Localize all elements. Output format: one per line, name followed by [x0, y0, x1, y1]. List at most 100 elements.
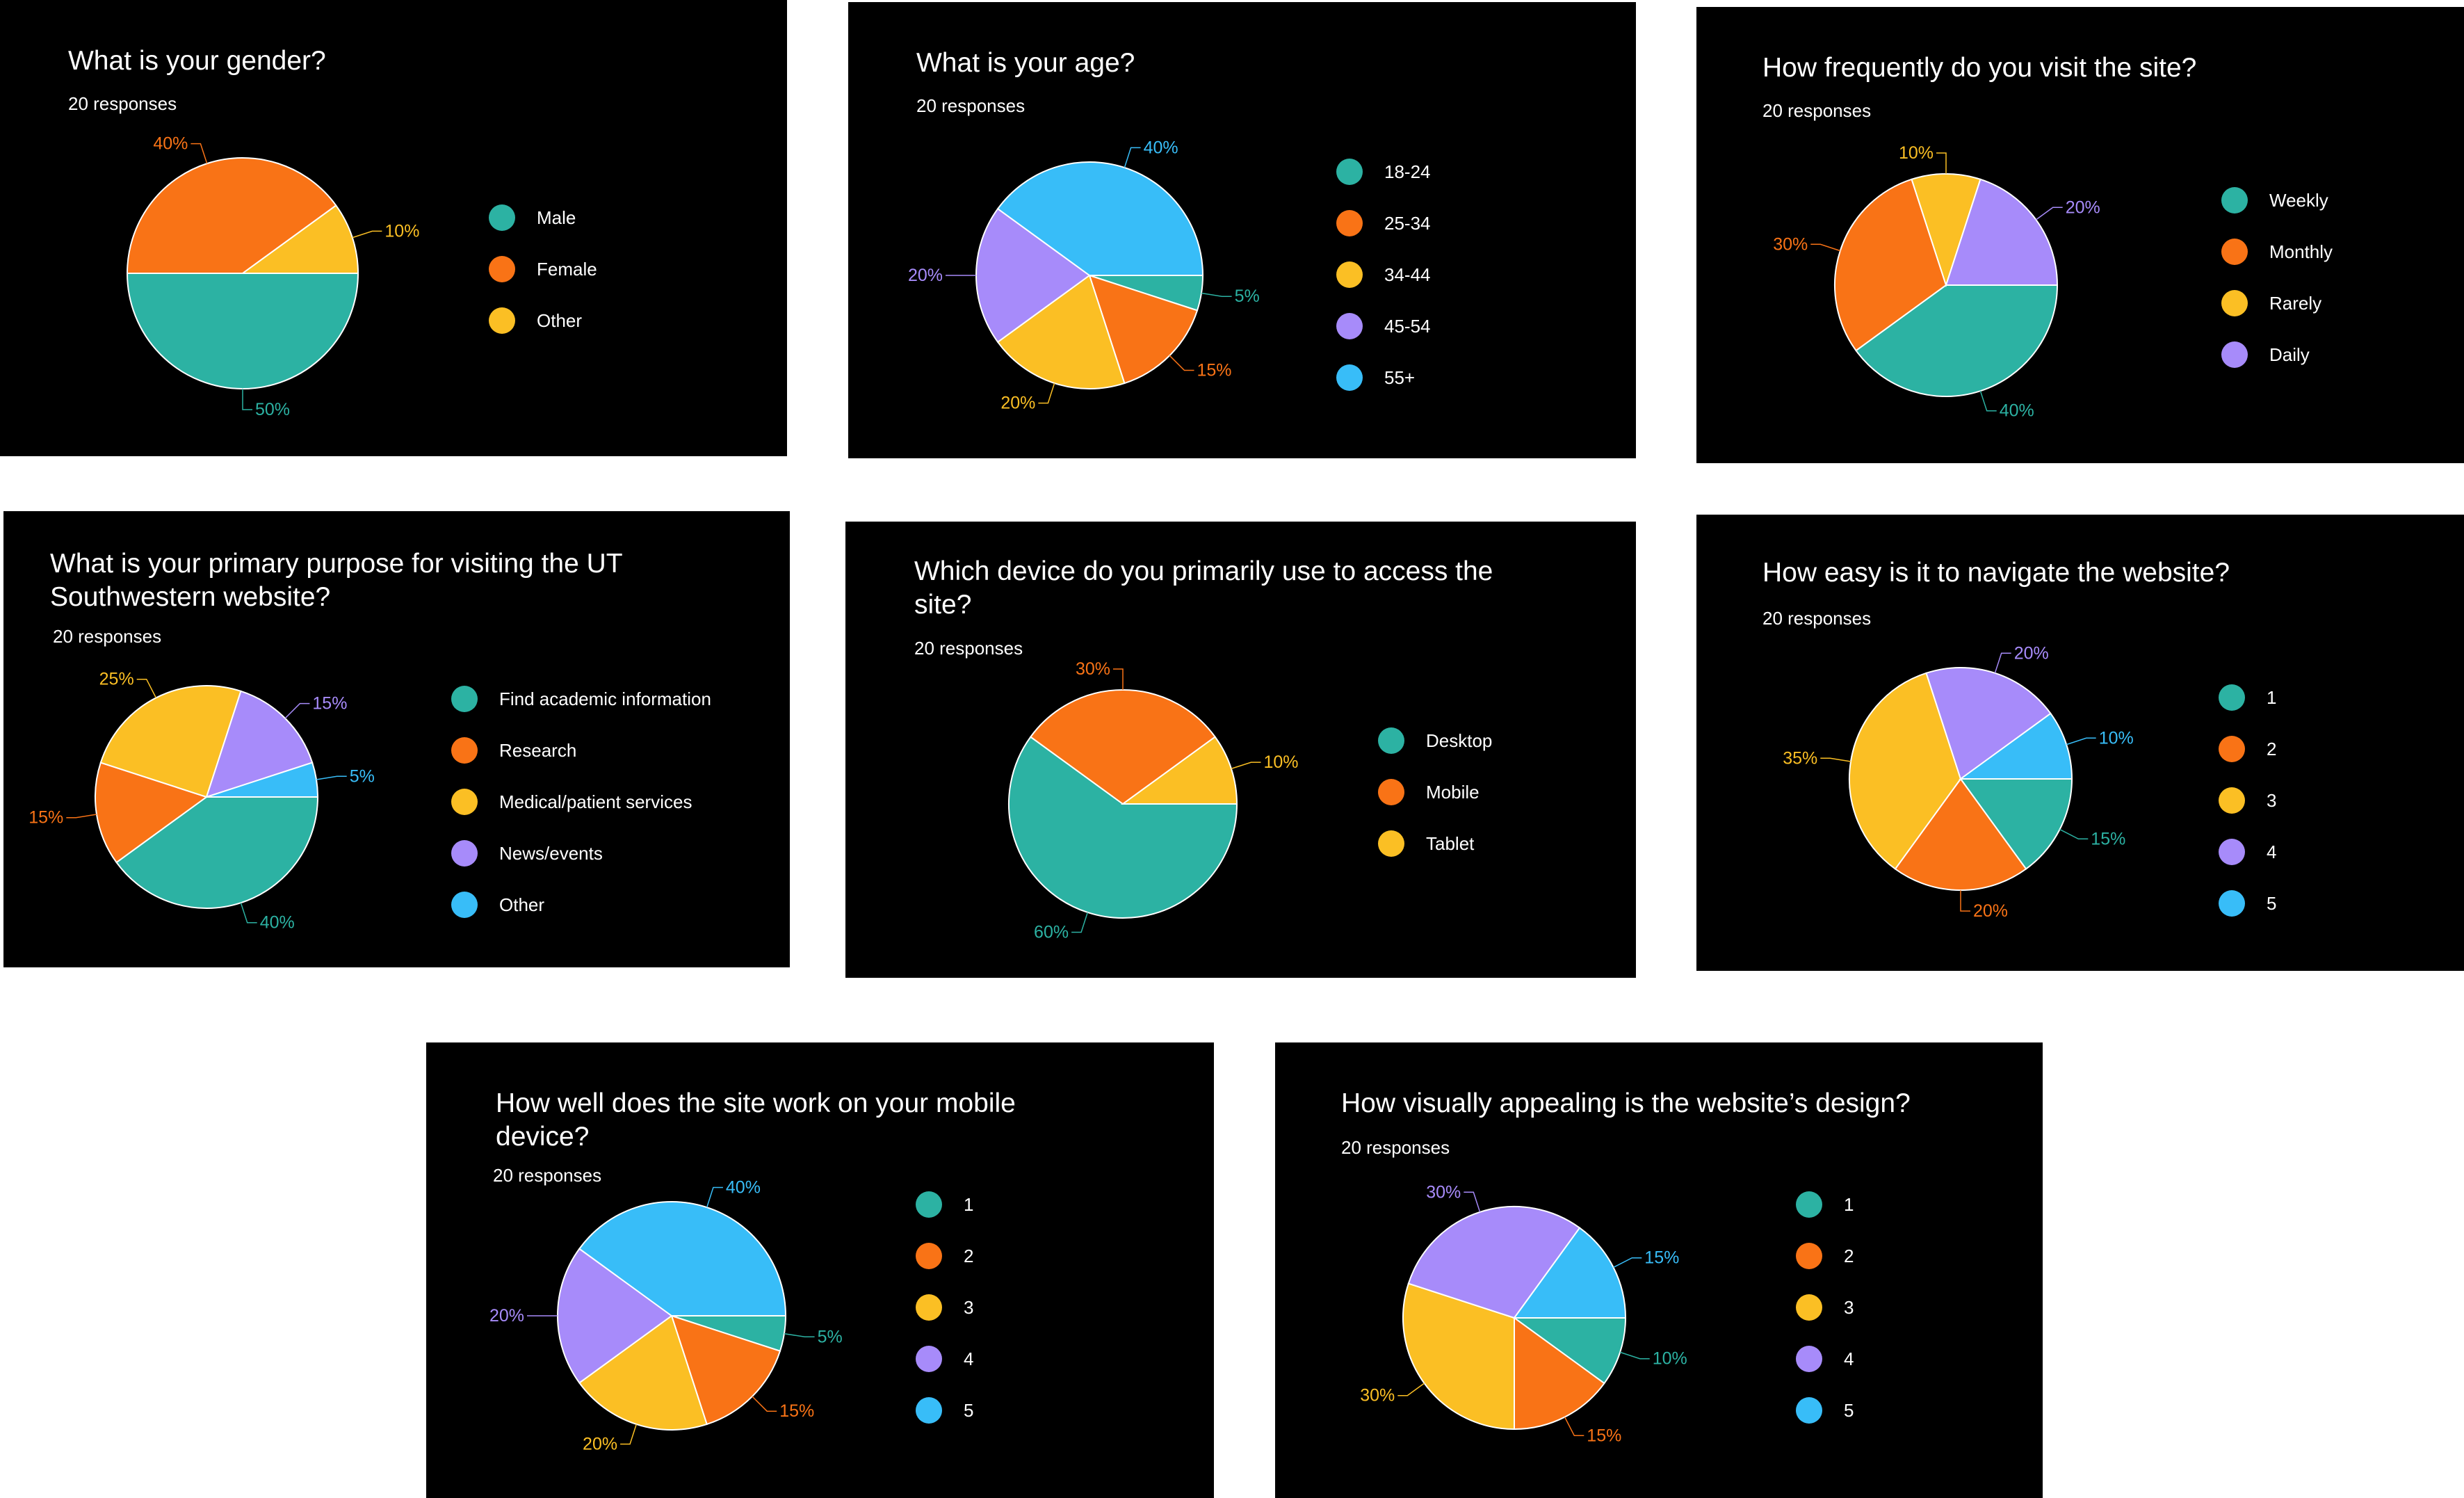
- leader-line: [706, 1186, 723, 1208]
- legend-swatch: [1796, 1294, 1822, 1321]
- slice-percent-label: 40%: [260, 913, 295, 933]
- chart-panel-age: What is your age? 20 responses 5% 15% 20% 2…: [848, 2, 1636, 458]
- leader-line: [1464, 1191, 1481, 1213]
- responses-count: 20 responses: [916, 95, 1026, 116]
- legend-label: 2: [964, 1246, 973, 1266]
- slice-percent-label: 35%: [1783, 748, 1817, 768]
- slice-percent-label: 10%: [2099, 728, 2134, 748]
- chart-title: Which device do you primarily use to acc…: [914, 556, 1493, 620]
- legend-label: Desktop: [1426, 730, 1492, 751]
- slice-percent-label: 40%: [2000, 401, 2034, 421]
- leader-line: [352, 230, 382, 239]
- legend-swatch: [2219, 736, 2245, 762]
- legend-swatch: [1796, 1191, 1822, 1218]
- slice-percent-label: 40%: [153, 134, 188, 154]
- legend-swatch: [916, 1294, 942, 1321]
- slice-percent-label: 15%: [312, 694, 347, 714]
- leader-line: [1564, 1417, 1584, 1437]
- slice-percent-label: 20%: [1000, 394, 1035, 413]
- legend-swatch: [451, 737, 478, 764]
- legend-label: 4: [2267, 841, 2276, 862]
- chart-panel-visual-design: How visually appealing is the website’s …: [1275, 1042, 2043, 1498]
- slice-percent-label: 5%: [350, 766, 375, 786]
- leader-line: [1979, 390, 1997, 412]
- legend-label: Research: [499, 740, 576, 761]
- legend-swatch: [1336, 364, 1363, 391]
- pie-slice-55: [996, 161, 1204, 276]
- leader-line: [66, 814, 97, 819]
- legend-swatch: [1336, 159, 1363, 185]
- legend-label: 3: [2267, 790, 2276, 811]
- slice-percent-label: 20%: [2066, 198, 2100, 217]
- pie-slice-5: [1958, 712, 2073, 780]
- slice-percent-label: 20%: [2014, 643, 2049, 663]
- slice-percent-label: 30%: [1426, 1182, 1461, 1202]
- legend-label: News/events: [499, 843, 603, 864]
- slice-percent-label: 50%: [255, 400, 290, 419]
- legend-label: 5: [964, 1400, 973, 1421]
- chart-title: How easy is it to navigate the website?: [1762, 558, 2230, 588]
- leader-line: [620, 1424, 638, 1445]
- leader-line: [240, 902, 257, 924]
- slice-percent-label: 15%: [2091, 829, 2125, 848]
- leader-line: [1201, 292, 1232, 297]
- slice-percent-label: 25%: [99, 670, 134, 689]
- legend-label: Rarely: [2269, 293, 2321, 314]
- legend-swatch: [916, 1243, 942, 1269]
- chart-panel-gender: What is your gender? 20 responses 50% 40%…: [0, 0, 787, 456]
- legend-label: 4: [964, 1348, 973, 1369]
- legend-label: 25-34: [1384, 213, 1431, 234]
- pie-slice-mobile: [1029, 689, 1217, 805]
- leader-line: [2035, 207, 2063, 220]
- pie-slice-4: [1407, 1206, 1581, 1319]
- legend-label: Find academic information: [499, 688, 711, 709]
- pie-chart-mobile: 5% 15% 20% 20% 40% 1 2 3 4 5: [489, 1178, 974, 1454]
- responses-count: 20 responses: [1762, 608, 1872, 629]
- pie-slice-other: [206, 762, 319, 798]
- leader-line: [1820, 757, 1851, 762]
- pie-slice-medical-patient-services: [99, 685, 242, 798]
- pie-slice-1: [1959, 778, 2073, 870]
- legend-swatch: [1336, 210, 1363, 236]
- leader-line: [1960, 890, 1970, 912]
- leader-line: [136, 678, 157, 698]
- slice-percent-label: 15%: [779, 1401, 814, 1421]
- slice-percent-label: 15%: [1587, 1426, 1621, 1445]
- legend-swatch: [1796, 1243, 1822, 1269]
- pie-slice-3: [1402, 1282, 1515, 1431]
- legend-label: Male: [537, 207, 576, 228]
- leader-line: [2059, 828, 2089, 840]
- legend-swatch: [1796, 1346, 1822, 1372]
- legend-label: 2: [1844, 1246, 1854, 1266]
- slice-percent-label: 60%: [1034, 923, 1069, 942]
- slice-percent-label: 30%: [1773, 234, 1808, 254]
- leader-line: [2066, 737, 2096, 746]
- legend-swatch: [451, 840, 478, 867]
- pie-slice-5: [578, 1201, 787, 1316]
- legend-swatch: [2221, 290, 2248, 316]
- legend-swatch: [1796, 1397, 1822, 1424]
- slice-percent-label: 15%: [29, 808, 63, 828]
- responses-count: 20 responses: [1341, 1137, 1450, 1158]
- pie-chart-frequency: 40% 30% 10% 20% Weekly Monthly Rarely Daily: [1773, 143, 2333, 421]
- pie-chart-purpose: 40% 15% 25% 15% 5% Find academic information R…: [29, 670, 711, 933]
- chart-panel-device: Which device do you primarily use to acc…: [845, 522, 1636, 978]
- legend-swatch: [2219, 787, 2245, 814]
- legend-swatch: [1378, 727, 1404, 754]
- leader-line: [752, 1396, 777, 1412]
- legend-swatch: [2221, 187, 2248, 214]
- leader-line: [1231, 762, 1261, 770]
- chart-title: What is your gender?: [68, 46, 326, 76]
- leader-line: [191, 143, 208, 164]
- legend-label: 1: [2267, 687, 2276, 708]
- slice-percent-label: 20%: [583, 1435, 617, 1454]
- legend-label: 4: [1844, 1348, 1854, 1369]
- leader-line: [1113, 668, 1124, 690]
- pie-slice-weekly: [1855, 284, 2059, 397]
- leader-line: [1936, 152, 1947, 174]
- leader-line: [1994, 652, 2011, 674]
- legend-label: 18-24: [1384, 161, 1431, 182]
- legend-swatch: [916, 1191, 942, 1218]
- chart-title: What is your age?: [916, 48, 1135, 78]
- pie-slice-desktop: [1008, 736, 1238, 919]
